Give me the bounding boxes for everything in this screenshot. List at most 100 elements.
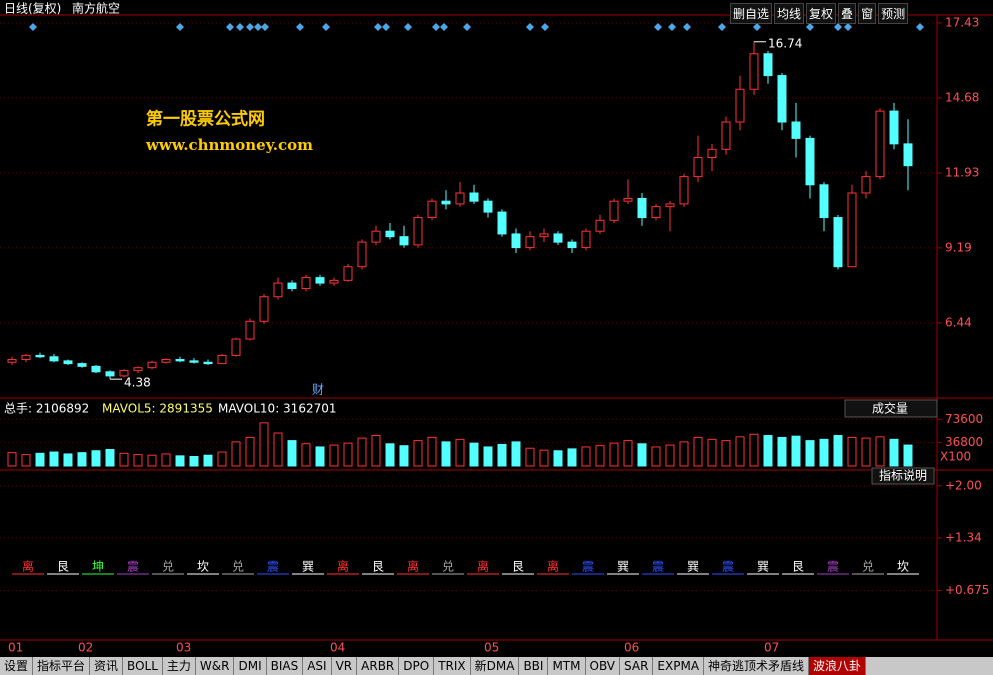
volume-bar: [525, 447, 535, 467]
tab[interactable]: 资讯: [90, 657, 124, 675]
bagua-symbol: 震: [827, 560, 839, 574]
event-marker: [541, 23, 549, 31]
candle-body: [637, 197, 647, 219]
candle-body: [91, 365, 101, 373]
tab[interactable]: 波浪八卦: [809, 657, 867, 675]
bagua-symbol: 震: [652, 560, 664, 574]
event-marker: [29, 23, 37, 31]
tab[interactable]: 神奇逃顶术矛盾线: [704, 657, 810, 675]
candle-body: [175, 359, 185, 362]
volume-bar: [357, 437, 367, 467]
tab[interactable]: OBV: [586, 657, 621, 675]
candle-body: [21, 354, 31, 361]
annotation: 4.38: [124, 376, 151, 390]
volume-bar: [343, 442, 353, 467]
event-marker: [261, 23, 269, 31]
y-tick-label: 36800: [945, 435, 983, 449]
candle-body: [847, 192, 857, 268]
volume-bar: [861, 437, 871, 467]
bagua-symbol: 兑: [862, 560, 874, 574]
tab[interactable]: DPO: [399, 657, 435, 675]
candle-body: [357, 241, 367, 268]
event-marker: [844, 23, 852, 31]
toolbar-button[interactable]: 删自选: [730, 3, 773, 24]
x-tick-label: 03: [176, 641, 191, 655]
bagua-symbol: 艮: [57, 560, 69, 574]
volume-bar: [511, 441, 521, 467]
tab[interactable]: 主力: [163, 657, 196, 675]
volume-bar: [273, 432, 283, 467]
volume-bar: [581, 446, 591, 467]
event-marker: [246, 23, 254, 31]
volume-bar: [287, 440, 297, 467]
candle-body: [665, 203, 675, 208]
toolbar-button[interactable]: 均线: [774, 3, 805, 24]
tab[interactable]: VR: [332, 657, 358, 675]
stock-name: 南方航空: [72, 1, 120, 16]
tab[interactable]: ARBR: [357, 657, 400, 675]
volume-bar: [735, 436, 745, 467]
event-marker: [834, 23, 842, 31]
candle-body: [833, 217, 843, 268]
volume-bar: [889, 438, 899, 467]
tab[interactable]: 设置: [0, 657, 34, 675]
candle-body: [889, 110, 899, 145]
y-tick-label: 73600: [945, 412, 983, 426]
volume-bar: [553, 450, 563, 467]
event-marker: [236, 23, 244, 31]
volume-bar: [35, 452, 45, 467]
toolbar-button[interactable]: 预测: [878, 3, 909, 24]
candle-body: [819, 184, 829, 219]
tab[interactable]: ASI: [303, 657, 332, 675]
tab[interactable]: BIAS: [267, 657, 304, 675]
toolbar-button[interactable]: 复权: [806, 3, 837, 24]
candle-body: [343, 266, 353, 281]
volume-stat: MAVOL5: 2891355: [102, 402, 213, 416]
toolbar-button[interactable]: 叠: [838, 3, 857, 24]
candle-body: [469, 192, 479, 202]
indicator-select[interactable]: 成交量: [872, 401, 908, 416]
tab[interactable]: 指标平台: [33, 657, 91, 675]
candle-body: [735, 88, 745, 123]
volume-unit: X100: [940, 450, 971, 464]
volume-bar: [203, 454, 213, 467]
bagua-symbol: 坤: [92, 559, 104, 574]
event-marker: [254, 23, 262, 31]
tab[interactable]: TRIX: [434, 657, 471, 675]
help-button[interactable]: 指标说明: [879, 468, 927, 483]
bagua-symbol: 巽: [302, 560, 314, 574]
tab[interactable]: BOLL: [123, 657, 163, 675]
bagua-symbol: 巽: [617, 560, 629, 574]
tab[interactable]: MTM: [548, 657, 586, 675]
tab[interactable]: DMI: [234, 657, 267, 675]
bagua-symbol: 离: [477, 559, 489, 574]
candle-body: [77, 363, 87, 367]
tab[interactable]: SAR: [620, 657, 654, 675]
indicator-select-box: [844, 399, 938, 418]
volume-bar: [469, 442, 479, 467]
bagua-symbol: 离: [547, 559, 559, 574]
x-tick-label: 07: [764, 641, 779, 655]
tab[interactable]: BBI: [519, 657, 549, 675]
volume-bar: [763, 435, 773, 467]
toolbar-button[interactable]: 窗: [858, 3, 877, 24]
volume-bar: [385, 443, 395, 467]
candle-body: [301, 277, 311, 290]
tab[interactable]: W&R: [196, 657, 235, 675]
candle-body: [231, 338, 241, 356]
candle-body: [413, 217, 423, 246]
candle-body: [119, 369, 129, 377]
tab[interactable]: 新DMA: [471, 657, 520, 675]
tab[interactable]: EXPMA: [653, 657, 705, 675]
volume-bar: [21, 454, 31, 467]
candle-body: [707, 148, 717, 158]
bagua-symbol: 兑: [162, 560, 174, 574]
x-tick-label: 05: [484, 641, 499, 655]
volume-stat: 总手: 2106892: [4, 402, 89, 416]
candle-body: [105, 371, 115, 377]
volume-bar: [49, 451, 59, 467]
candle-body: [721, 121, 731, 150]
volume-bar: [777, 436, 787, 467]
watermark-url: www.chnmoney.com: [145, 136, 313, 154]
volume-bar: [665, 444, 675, 467]
